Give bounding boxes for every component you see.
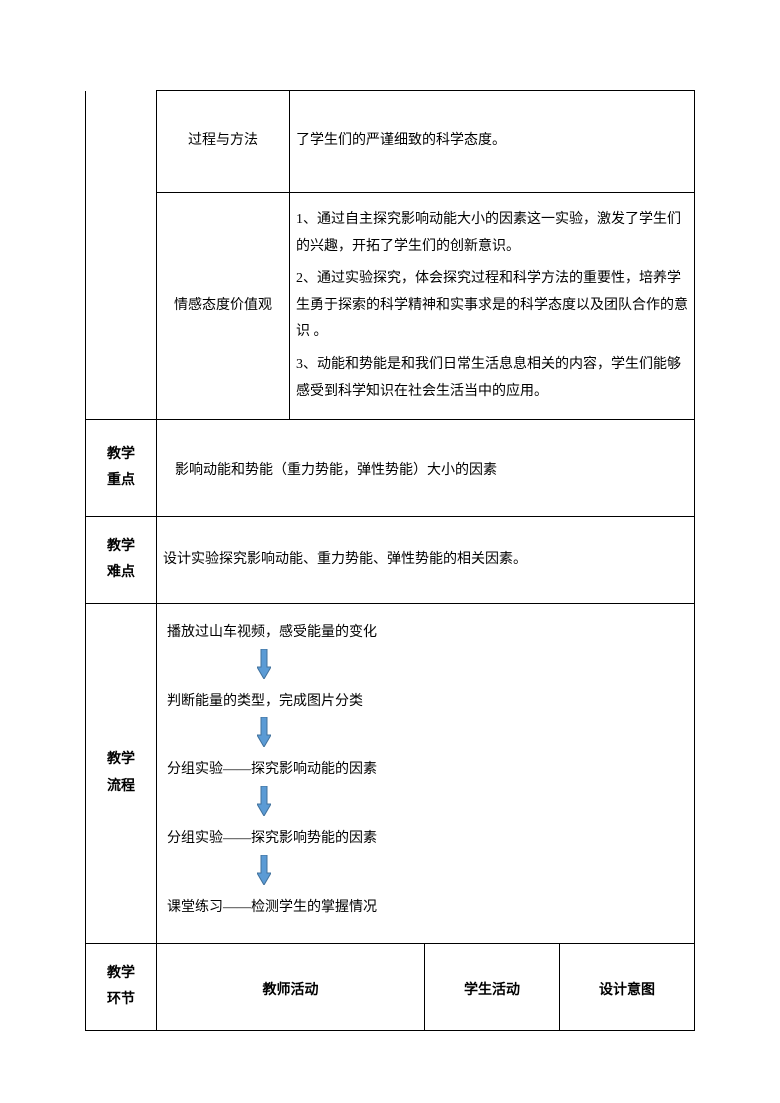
label-keypoint: 教学 重点 (86, 420, 157, 517)
row-keypoint: 教学 重点 影响动能和势能（重力势能，弹性势能）大小的因素 (86, 420, 695, 517)
content-attitude: 1、通过自主探究影响动能大小的因素这一实验，激发了学生们的兴趣，开拓了学生们的创… (290, 193, 695, 420)
row-attitude: 情感态度价值观 1、通过自主探究影响动能大小的因素这一实验，激发了学生们的兴趣，… (86, 193, 695, 420)
sublabel-process: 过程与方法 (157, 91, 290, 193)
flow-step-2: 判断能量的类型，完成图片分类 (167, 689, 684, 716)
label-difficulty: 教学 难点 (86, 517, 157, 604)
attitude-point-1: 1、通过自主探究影响动能大小的因素这一实验，激发了学生们的兴趣，开拓了学生们的创… (296, 207, 688, 260)
row-difficulty: 教学 难点 设计实验探究影响动能、重力势能、弹性势能的相关因素。 (86, 517, 695, 604)
flow-arrow-1 (167, 649, 684, 683)
content-process: 了学生们的严谨细致的科学态度。 (290, 91, 695, 193)
sublabel-attitude: 情感态度价值观 (157, 193, 290, 420)
row-sections-header: 教学 环节 教师活动 学生活动 设计意图 (86, 944, 695, 1031)
flow-arrow-3 (167, 786, 684, 820)
content-difficulty: 设计实验探究影响动能、重力势能、弹性势能的相关因素。 (157, 517, 695, 604)
row-process-method: 过程与方法 了学生们的严谨细致的科学态度。 (86, 91, 695, 193)
flow-step-1: 播放过山车视频，感受能量的变化 (167, 620, 684, 647)
lesson-plan-table: 过程与方法 了学生们的严谨细致的科学态度。 情感态度价值观 1、通过自主探究影响… (85, 90, 695, 1031)
down-arrow-icon (257, 786, 271, 816)
label-sections: 教学 环节 (86, 944, 157, 1031)
header-teacher: 教师活动 (157, 944, 425, 1031)
flow-arrow-4 (167, 855, 684, 889)
label-blank2 (86, 193, 157, 420)
down-arrow-icon (257, 649, 271, 679)
label-blank (86, 91, 157, 193)
flow-step-3: 分组实验——探究影响动能的因素 (167, 757, 684, 784)
content-flow: 播放过山车视频，感受能量的变化 判断能量的类型，完成图片分类 分组实验——探究影… (157, 604, 695, 944)
flow-step-5: 课堂练习——检测学生的掌握情况 (167, 895, 684, 922)
row-flow: 教学 流程 播放过山车视频，感受能量的变化 判断能量的类型，完成图片分类 分组实… (86, 604, 695, 944)
content-keypoint: 影响动能和势能（重力势能，弹性势能）大小的因素 (157, 420, 695, 517)
flow-step-4: 分组实验——探究影响势能的因素 (167, 826, 684, 853)
header-student: 学生活动 (425, 944, 560, 1031)
attitude-point-3: 3、动能和势能是和我们日常生活息息相关的内容，学生们能够感受到科学知识在社会生活… (296, 352, 688, 405)
down-arrow-icon (257, 717, 271, 747)
header-intent: 设计意图 (560, 944, 695, 1031)
down-arrow-icon (257, 855, 271, 885)
attitude-point-2: 2、通过实验探究，体会探究过程和科学方法的重要性，培养学生勇于探索的科学精神和实… (296, 266, 688, 346)
label-flow: 教学 流程 (86, 604, 157, 944)
flow-arrow-2 (167, 717, 684, 751)
